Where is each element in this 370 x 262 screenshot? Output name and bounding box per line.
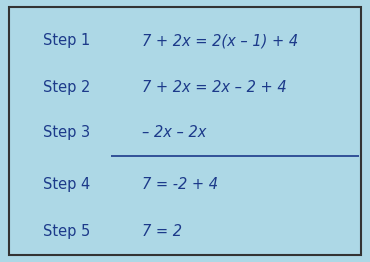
Text: 7 + 2x = 2x – 2 + 4: 7 + 2x = 2x – 2 + 4 xyxy=(142,80,287,95)
Text: Step 4: Step 4 xyxy=(43,177,90,192)
Text: 7 = 2: 7 = 2 xyxy=(142,224,182,239)
Text: 7 + 2x = 2(x – 1) + 4: 7 + 2x = 2(x – 1) + 4 xyxy=(142,33,299,48)
Text: Step 2: Step 2 xyxy=(43,80,90,95)
Text: 7 = -2 + 4: 7 = -2 + 4 xyxy=(142,177,218,192)
Text: Step 1: Step 1 xyxy=(43,33,90,48)
Text: Step 5: Step 5 xyxy=(43,224,90,239)
Text: – 2x – 2x: – 2x – 2x xyxy=(142,125,207,140)
FancyBboxPatch shape xyxy=(9,7,361,255)
Text: Step 3: Step 3 xyxy=(43,125,90,140)
